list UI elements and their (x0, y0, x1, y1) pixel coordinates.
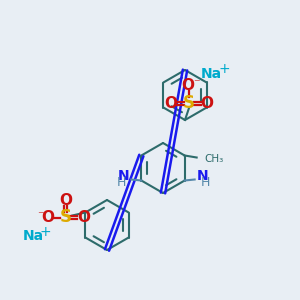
Text: O: O (41, 210, 54, 225)
Text: CH₃: CH₃ (205, 154, 224, 164)
Text: Na: Na (200, 67, 222, 81)
Text: ⁻: ⁻ (193, 77, 199, 91)
Text: +: + (218, 62, 230, 76)
Text: ⁻: ⁻ (37, 209, 44, 222)
Text: H: H (201, 176, 210, 189)
Text: Na: Na (23, 229, 44, 242)
Text: O: O (77, 210, 90, 225)
Text: O: O (182, 79, 194, 94)
Text: S: S (59, 208, 71, 226)
Text: H: H (117, 176, 126, 189)
Text: N: N (118, 169, 129, 184)
Text: S: S (183, 94, 195, 112)
Text: O: O (200, 95, 214, 110)
Text: +: + (40, 226, 51, 239)
Text: N: N (197, 169, 208, 184)
Text: O: O (164, 95, 178, 110)
Text: O: O (59, 193, 72, 208)
